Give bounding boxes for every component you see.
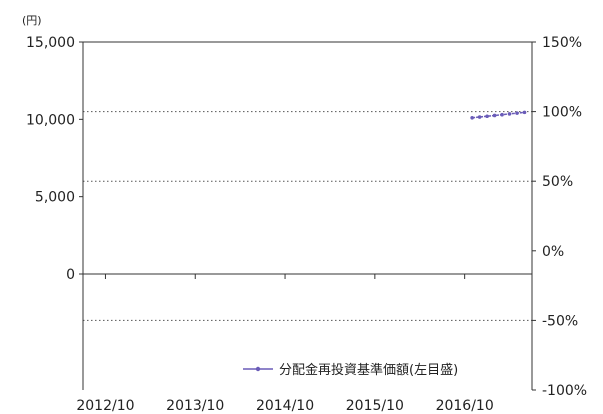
series [470,110,527,120]
right-tick-label: 150% [542,35,582,51]
tick-labels: (円) 15,000 10,000 5,000 0 150% 100% 50% 0% -50% -1… [22,14,587,414]
series-point [492,113,497,118]
series-point [515,111,519,115]
right-tick-label: -50% [542,313,578,329]
series-point [522,110,527,115]
left-tick-label: 10,000 [26,112,75,128]
legend-label: 分配金再投資基準価額(左目盛) [279,362,458,378]
right-tick-label: 0% [542,244,564,260]
series-point [500,112,504,117]
right-tick-label: -100% [542,383,587,399]
x-tick-label: 2016/10 [436,398,494,414]
legend: 分配金再投資基準価額(左目盛) [243,362,458,378]
series-point [507,112,512,116]
grid-lines [83,111,532,321]
series-point [477,115,482,119]
legend-marker [255,366,261,372]
series-point [470,115,474,120]
left-tick-label: 5,000 [35,190,75,206]
right-tick-label: 100% [542,105,582,121]
left-tick-label: 0 [66,267,75,283]
x-tick-label: 2014/10 [256,398,314,414]
right-tick-label: 50% [542,174,573,190]
x-tick-label: 2013/10 [166,398,224,414]
series-point [485,114,489,119]
x-tick-label: 2012/10 [76,398,134,414]
left-unit-label: (円) [22,14,42,27]
left-tick-label: 15,000 [26,35,75,51]
x-tick-label: 2015/10 [346,398,404,414]
axes [79,41,536,391]
